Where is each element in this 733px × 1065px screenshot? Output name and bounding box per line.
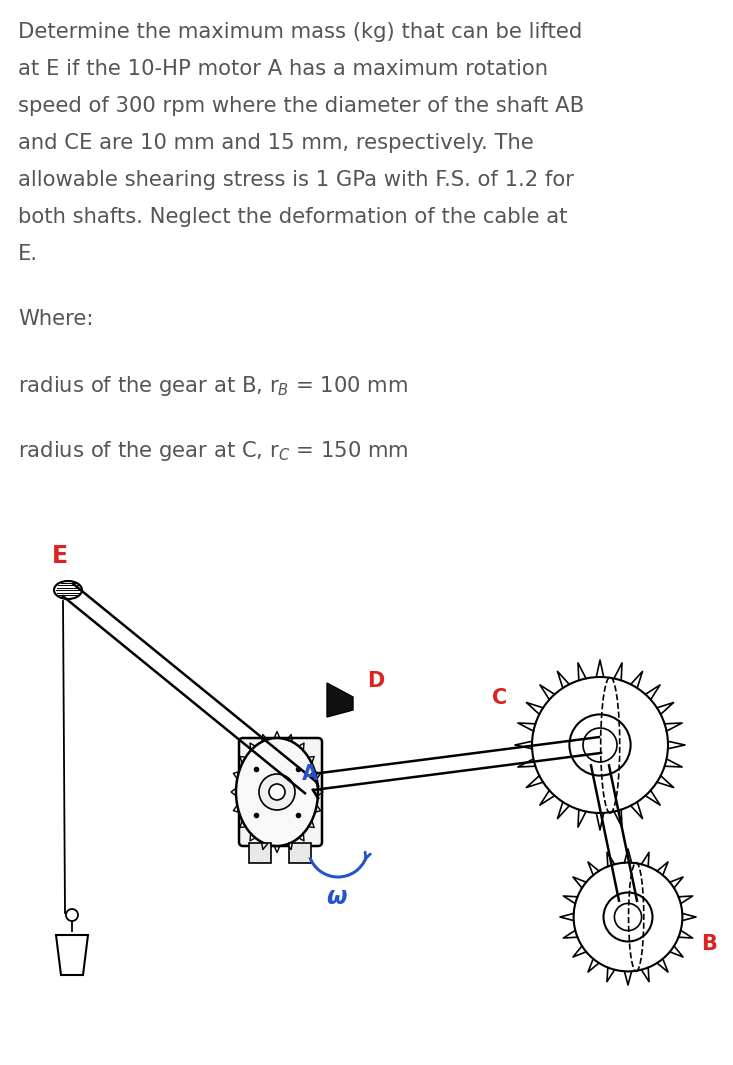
Text: allowable shearing stress is 1 GPa with F.S. of 1.2 for: allowable shearing stress is 1 GPa with … <box>18 170 574 190</box>
Text: D: D <box>367 671 384 691</box>
Text: at E if the 10-HP motor A has a maximum rotation: at E if the 10-HP motor A has a maximum … <box>18 59 548 79</box>
Text: radius of the gear at B, r$_{B}$ = 100 mm: radius of the gear at B, r$_{B}$ = 100 m… <box>18 374 408 398</box>
Text: C: C <box>492 688 507 708</box>
Text: both shafts. Neglect the deformation of the cable at: both shafts. Neglect the deformation of … <box>18 207 567 227</box>
Circle shape <box>269 784 285 800</box>
Text: A: A <box>302 764 318 784</box>
Text: Where:: Where: <box>18 309 94 329</box>
Circle shape <box>259 774 295 810</box>
Polygon shape <box>327 683 353 717</box>
Ellipse shape <box>236 738 318 846</box>
Text: Determine the maximum mass (kg) that can be lifted: Determine the maximum mass (kg) that can… <box>18 22 582 42</box>
Text: speed of 300 rpm where the diameter of the shaft AB: speed of 300 rpm where the diameter of t… <box>18 96 584 116</box>
FancyBboxPatch shape <box>239 738 322 846</box>
Text: B: B <box>701 934 717 954</box>
FancyBboxPatch shape <box>249 843 271 863</box>
Text: E.: E. <box>18 244 38 264</box>
Text: and CE are 10 mm and 15 mm, respectively. The: and CE are 10 mm and 15 mm, respectively… <box>18 133 534 153</box>
FancyBboxPatch shape <box>289 843 311 863</box>
Text: radius of the gear at C, r$_{C}$ = 150 mm: radius of the gear at C, r$_{C}$ = 150 m… <box>18 439 409 463</box>
Text: ω: ω <box>325 885 346 910</box>
Text: E: E <box>52 544 68 568</box>
